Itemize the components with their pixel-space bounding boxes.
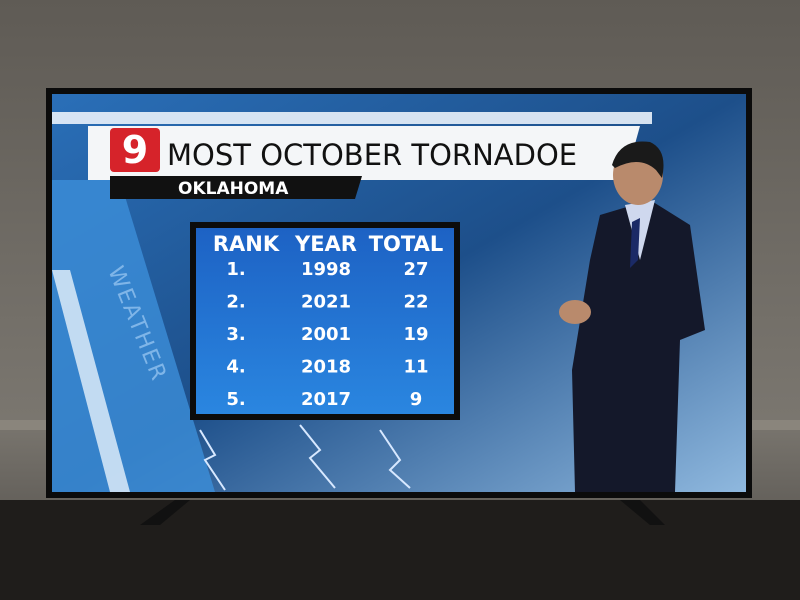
table-header: TOTAL bbox=[369, 232, 444, 256]
suit bbox=[572, 200, 705, 492]
table-cell: 19 bbox=[403, 324, 428, 345]
table-cell: 11 bbox=[403, 357, 428, 378]
banner bbox=[88, 126, 640, 180]
table-body: 1. 1998 27 2. 2021 22 3. 2001 19 4. 2018 11 5. 2017 9 bbox=[226, 259, 428, 410]
table-header: RANK bbox=[213, 232, 280, 256]
lightning bbox=[199, 424, 411, 491]
table-cell: 2018 bbox=[301, 357, 351, 378]
table-cell: 9 bbox=[410, 389, 423, 410]
table-cell: 2021 bbox=[301, 292, 351, 313]
table-cell: 3. bbox=[226, 324, 245, 345]
table-cell: 22 bbox=[403, 292, 428, 313]
tie bbox=[630, 218, 640, 268]
hands bbox=[559, 300, 591, 324]
side-stripe bbox=[52, 270, 130, 492]
table-cell: 1. bbox=[226, 259, 245, 280]
subtitle-bar bbox=[110, 176, 362, 199]
logo-box bbox=[110, 128, 160, 172]
table-cell: 2017 bbox=[301, 389, 351, 410]
presenter bbox=[559, 141, 705, 492]
table-cell: 5. bbox=[226, 389, 245, 410]
logo: 9 bbox=[122, 128, 148, 172]
table-cell: 1998 bbox=[301, 259, 351, 280]
banner-top-stripe bbox=[52, 112, 652, 124]
table-header: YEAR bbox=[294, 232, 357, 256]
banner-title: MOST OCTOBER TORNADOE bbox=[167, 138, 577, 172]
table bbox=[196, 228, 454, 414]
table-cell: 27 bbox=[403, 259, 428, 280]
hair bbox=[612, 141, 664, 178]
table-cell: 2. bbox=[226, 292, 245, 313]
banner-subtitle: OKLAHOMA bbox=[178, 179, 289, 199]
table-cell: 4. bbox=[226, 357, 245, 378]
table-cell: 2001 bbox=[301, 324, 351, 345]
shelf bbox=[0, 500, 800, 600]
shirt bbox=[625, 200, 655, 260]
